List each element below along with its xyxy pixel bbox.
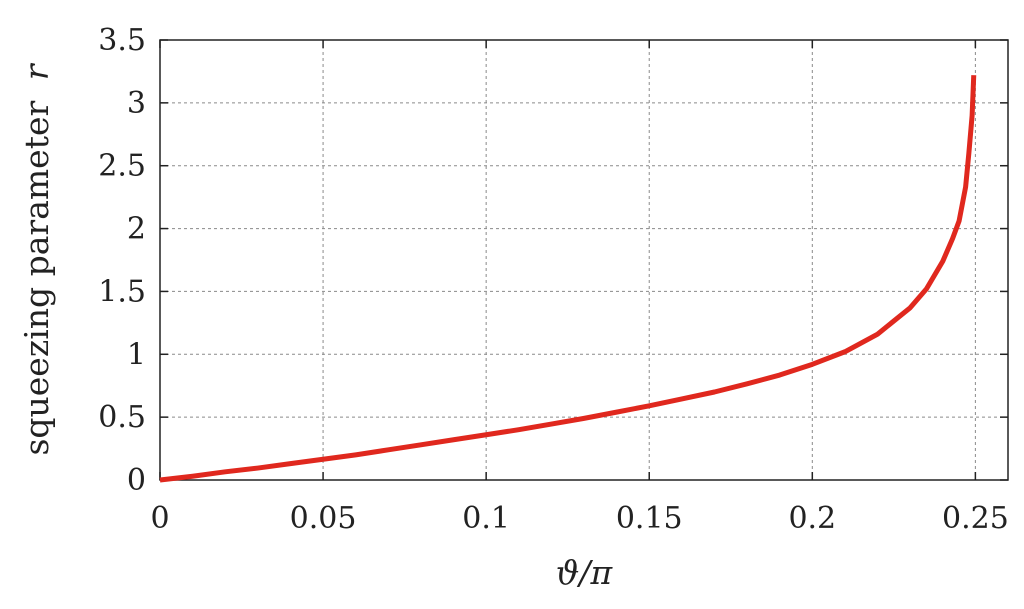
x-tick-label: 0.1 [462, 501, 510, 536]
y-axis-label-symbol: r [17, 62, 56, 80]
y-tick-label: 0.5 [98, 400, 146, 435]
x-tick-label: 0.25 [942, 501, 1009, 536]
plot-frame [159, 39, 1009, 481]
tick-labels: 0 0.05 0.1 0.15 0.2 0.25 0 0.5 1 1.5 2 2.5 3 3.5 [98, 23, 1009, 536]
x-tick-label: 0.05 [290, 501, 357, 536]
y-tick-label: 2.5 [98, 149, 146, 184]
series-line [159, 75, 977, 483]
x-tick-label: 0 [150, 501, 169, 536]
x-tick-label: 0.2 [788, 501, 836, 536]
y-tick-label: 1 [127, 337, 146, 372]
y-tick-label: 3.5 [98, 23, 146, 58]
axis-ticks [159, 39, 1008, 481]
series-layer [159, 75, 977, 483]
y-axis-label: squeezing parameter r [17, 62, 56, 455]
y-tick-label: 0 [127, 463, 146, 498]
y-axis-label-text: squeezing parameter [17, 101, 56, 456]
y-tick-label: 1.5 [98, 274, 146, 309]
y-tick-label: 3 [127, 86, 146, 121]
x-axis-label: ϑ/π [556, 553, 614, 592]
y-tick-label: 2 [127, 212, 146, 247]
x-tick-label: 0.15 [616, 501, 683, 536]
grid-lines [160, 40, 1008, 480]
